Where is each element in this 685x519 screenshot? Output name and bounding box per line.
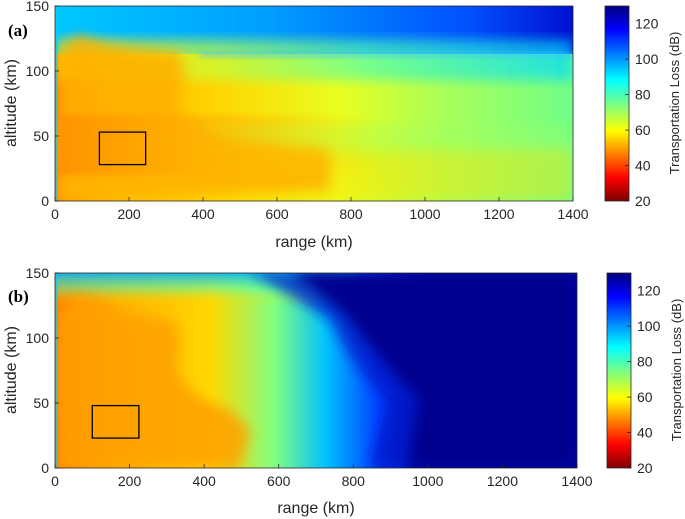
panel-b-colorbar-tick-label: 100	[637, 318, 661, 334]
panel-b-x-ticks: 0 200 400 600 800 1000 1200 1400	[51, 464, 593, 489]
panel-a-colorbar-tick-label: 80	[635, 87, 651, 103]
panel-a-axes-box	[54, 5, 574, 202]
panel-a-colorbar-label: Transportation Loss (dB)	[667, 32, 682, 175]
panel-b-x-tick-label: 400	[192, 473, 216, 489]
panel-a-y-label: altitude (km)	[3, 59, 20, 147]
panel-a-x-label: range (km)	[275, 234, 352, 251]
panel-a-colorbar	[604, 5, 630, 202]
panel-b-y-tick-label: 100	[26, 330, 50, 346]
panel-b-x-tick-label: 200	[118, 473, 142, 489]
panel-b-x-tick-label: 800	[342, 473, 366, 489]
panel-a-colorbar-tick-label: 20	[635, 193, 651, 209]
panel-a-x-tick-label: 800	[339, 206, 363, 222]
panel-a-x-tick-label: 400	[191, 206, 215, 222]
panel-a-y-tick-label: 50	[33, 128, 49, 144]
panel-a-y-tick-label: 0	[41, 193, 49, 209]
panel-b-highlight-box	[91, 404, 140, 439]
panel-a-highlight-box	[98, 131, 147, 166]
panel-b-y-tick-label: 50	[33, 395, 49, 411]
panel-a-colorbar-tick-label: 40	[635, 158, 651, 174]
panel-a-x-tick-label: 200	[117, 206, 141, 222]
panel-b-x-tick-label: 0	[51, 473, 59, 489]
panel-a-x-tick-label: 1200	[483, 206, 514, 222]
panel-a: (a) 0 200 400 600 800 1000 1200 1400 050100150 …	[3, 0, 682, 251]
panel-b-x-tick-label: 1000	[412, 473, 443, 489]
panel-a-label: (a)	[8, 21, 28, 40]
panel-b-y-tick-label: 150	[26, 265, 50, 281]
panel-b-colorbar-tick-label: 80	[637, 354, 653, 370]
panel-b-x-tick-label: 1400	[561, 473, 592, 489]
panel-a-x-tick-label: 1400	[557, 206, 588, 222]
panel-b-heatmap	[55, 273, 577, 468]
panel-b-colorbar-tick-label: 60	[637, 389, 653, 405]
panel-b-colorbar	[606, 272, 632, 469]
panel-b-x-label: range (km)	[277, 500, 354, 517]
panel-b-colorbar-ticks: 20 40 60 80 100 120	[627, 283, 661, 476]
panel-a-y-tick-label: 150	[26, 0, 50, 14]
panel-b-colorbar-tick-label: 40	[637, 425, 653, 441]
panel-a-x-tick-label: 600	[265, 206, 289, 222]
panel-a-colorbar-ticks: 20 40 60 80 100 120	[625, 16, 659, 209]
panel-a-colorbar-tick-label: 60	[635, 122, 651, 138]
panel-a-x-tick-label: 1000	[409, 206, 440, 222]
panel-b-colorbar-label: Transportation Loss (dB)	[669, 299, 684, 442]
panel-a-colorbar-tick-label: 100	[635, 51, 659, 67]
panel-a-y-tick-label: 100	[26, 63, 50, 79]
panel-a-x-tick-label: 0	[51, 206, 59, 222]
panel-a-y-ticks: 0 50 100 150	[26, 0, 59, 209]
panel-b-label: (b)	[8, 287, 29, 306]
panel-b-x-tick-label: 600	[267, 473, 291, 489]
panel-b-y-ticks: 0 50 100 150	[26, 265, 59, 476]
panel-b-colorbar-tick-label: 20	[637, 460, 653, 476]
panel-a-heatmap	[55, 6, 573, 201]
panel-a-x-ticks: 0 200 400 600 800 1000 1200 1400	[51, 197, 589, 222]
panel-b-colorbar-tick-label: 120	[637, 283, 661, 299]
panel-b-x-tick-label: 1200	[487, 473, 518, 489]
panel-a-colorbar-tick-label: 120	[635, 16, 659, 32]
panel-b-y-label: altitude (km)	[3, 326, 20, 414]
panel-b-axes-box	[54, 272, 578, 469]
panel-b: (b) 0 200 400 600 800 1000 1200 1400 050100150 …	[3, 265, 684, 517]
panel-b-y-tick-label: 0	[41, 460, 49, 476]
